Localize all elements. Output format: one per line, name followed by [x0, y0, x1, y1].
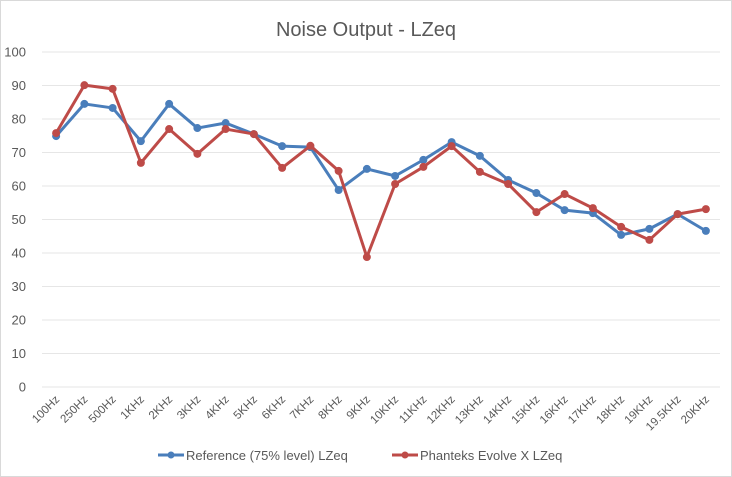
x-tick-label: 1KHz [119, 393, 148, 422]
x-tick-label: 5KHz [232, 393, 261, 422]
y-tick-label: 70 [12, 145, 26, 160]
data-point [475, 167, 484, 176]
data-point [334, 166, 343, 175]
data-point [278, 163, 287, 172]
data-point [504, 179, 513, 188]
data-point [532, 208, 541, 217]
y-tick-label: 10 [12, 346, 26, 361]
x-tick-label: 7KHz [288, 393, 317, 422]
y-tick-label: 30 [12, 279, 26, 294]
y-tick-label: 90 [12, 78, 26, 93]
series-line [54, 83, 708, 259]
y-tick-label: 100 [4, 45, 26, 60]
data-point [278, 142, 287, 151]
data-point [447, 142, 456, 151]
data-point [391, 171, 400, 180]
x-tick-label: 250Hz [58, 393, 90, 425]
legend-marker-icon [401, 451, 409, 459]
legend-label: Phanteks Evolve X LZeq [420, 448, 562, 463]
data-point [221, 125, 230, 134]
x-tick-label: 16KHz [538, 393, 571, 426]
data-point [673, 210, 682, 219]
data-point [419, 155, 428, 164]
x-tick-label: 12KHz [425, 393, 458, 426]
x-tick-label: 4KHz [203, 393, 232, 422]
data-point [165, 99, 174, 108]
data-point [52, 129, 61, 138]
data-point [334, 186, 343, 195]
data-point [645, 235, 654, 244]
data-point [617, 230, 626, 239]
data-point [645, 224, 654, 233]
data-point [701, 205, 710, 214]
series-2 [52, 81, 710, 262]
x-tick-label: 14KHz [481, 393, 514, 426]
x-tick-label: 100Hz [30, 393, 62, 425]
data-point [136, 137, 145, 146]
data-point [193, 124, 202, 133]
data-point [80, 99, 89, 108]
data-point [108, 103, 117, 112]
data-point [108, 84, 117, 93]
x-tick-label: 20KHz [679, 393, 712, 426]
legend-label: Reference (75% level) LZeq [186, 448, 348, 463]
data-point [221, 119, 230, 128]
data-point [532, 189, 541, 198]
legend-marker-icon [167, 451, 175, 459]
data-point [701, 226, 710, 235]
data-point [80, 81, 89, 90]
legend: Reference (75% level) LZeq Phanteks Evolv… [158, 448, 562, 463]
y-axis-ticks: 0 10 20 30 40 50 60 70 80 90 100 [4, 45, 26, 395]
data-point [475, 151, 484, 160]
x-tick-label: 11KHz [397, 393, 429, 425]
chart-title: Noise Output - LZeq [276, 19, 456, 41]
gridlines [42, 51, 720, 388]
data-point [362, 164, 371, 173]
x-tick-label: 8KHz [316, 393, 345, 422]
x-tick-label: 6KHz [260, 393, 289, 422]
y-tick-label: 20 [12, 313, 26, 328]
series-line [54, 102, 708, 237]
y-tick-label: 60 [12, 179, 26, 194]
y-tick-label: 50 [12, 212, 26, 227]
y-tick-label: 80 [12, 112, 26, 127]
y-tick-label: 0 [19, 380, 26, 395]
x-tick-label: 2KHz [147, 393, 176, 422]
x-tick-label: 13KHz [453, 393, 486, 426]
data-point [136, 158, 145, 167]
data-point [560, 190, 569, 199]
data-point [165, 125, 174, 134]
x-tick-label: 18KHz [594, 393, 627, 426]
data-point [588, 204, 597, 213]
x-tick-label: 17KHz [566, 393, 599, 426]
data-point [560, 206, 569, 215]
data-point [419, 162, 428, 171]
data-point [617, 222, 626, 231]
legend-item: Phanteks Evolve X LZeq [392, 448, 562, 463]
data-point [306, 141, 315, 150]
legend-item: Reference (75% level) LZeq [158, 448, 348, 463]
x-tick-label: 10KHz [368, 393, 401, 426]
series-layer [52, 81, 710, 262]
x-tick-label: 3KHz [175, 393, 204, 422]
x-tick-label: 500Hz [87, 393, 119, 425]
data-point [249, 130, 258, 139]
data-point [362, 253, 371, 262]
data-point [391, 179, 400, 188]
y-tick-label: 40 [12, 246, 26, 261]
x-tick-label: 15KHz [510, 393, 543, 426]
data-point [193, 149, 202, 158]
